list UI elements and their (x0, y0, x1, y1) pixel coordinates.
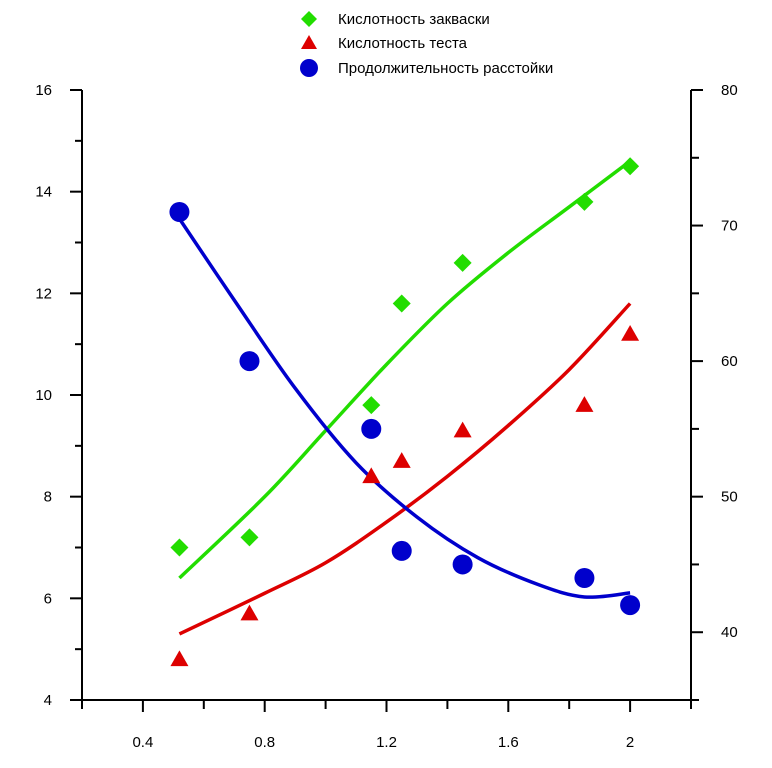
proofing-time-fit-line (177, 217, 631, 599)
legend: Кислотность закваски Кислотность теста Про… (300, 11, 553, 77)
starter-acidity-point (170, 538, 189, 557)
axes: 0.4 0.8 1.2 1.6 2 4 6 8 10 12 14 16 40 50 60 70 80 (35, 82, 737, 751)
proofing-time-point (169, 202, 190, 222)
x-tick-label: 1.6 (498, 734, 519, 751)
proofing-time-legend-label: Продолжительность расстойки (338, 60, 553, 77)
proofing-time-point (361, 418, 382, 439)
y-right-ticks: 40 50 60 70 80 (691, 82, 738, 701)
y-left-tick-label: 10 (35, 387, 52, 404)
y-right-tick-label: 70 (721, 218, 738, 235)
dough-acidity-fit-line (178, 302, 632, 636)
proofing-time-point (574, 568, 595, 588)
dough-acidity-point (240, 604, 259, 621)
y-right-tick-label: 80 (721, 82, 738, 99)
dough-acidity-point (392, 452, 411, 468)
proofing-time-legend-marker (300, 59, 318, 77)
proofing-time-point (452, 554, 473, 575)
dough-acidity-point (453, 421, 472, 438)
y-left-tick-label: 8 (44, 489, 52, 506)
starter-acidity-point (240, 528, 259, 547)
dough-acidity-legend-marker (301, 35, 317, 49)
x-ticks: 0.4 0.8 1.2 1.6 2 (81, 700, 692, 751)
y-left-tick-label: 6 (44, 590, 52, 607)
proofing-time-point (620, 595, 641, 616)
dough-acidity-point (575, 396, 594, 412)
x-tick-label: 1.2 (376, 734, 397, 751)
starter-acidity-point (575, 192, 594, 211)
starter-acidity-fit-line (178, 159, 632, 580)
x-tick-label: 0.8 (254, 734, 275, 751)
x-tick-label: 2 (626, 734, 634, 751)
y-left-tick-label: 16 (35, 82, 52, 99)
starter-acidity-legend-marker (301, 11, 317, 27)
x-tick-label: 0.4 (132, 734, 153, 751)
y-left-tick-label: 4 (44, 692, 52, 709)
proofing-time-point (239, 351, 260, 372)
y-left-tick-label: 12 (35, 285, 52, 302)
y-left-tick-label: 14 (35, 184, 52, 201)
starter-acidity-point (621, 157, 640, 176)
proofing-time-point (391, 540, 412, 561)
y-right-tick-label: 50 (721, 489, 738, 506)
starter-acidity-point (392, 294, 411, 313)
y-left-ticks: 4 6 8 10 12 14 16 (35, 82, 82, 709)
dough-acidity-legend-label: Кислотность теста (338, 35, 468, 52)
starter-acidity-point (453, 253, 472, 272)
y-right-tick-label: 40 (721, 624, 738, 641)
starter-acidity-legend-label: Кислотность закваски (338, 11, 490, 28)
dough-acidity-point (621, 325, 640, 341)
starter-acidity-point (362, 396, 381, 415)
data-points (169, 157, 641, 667)
dough-acidity-point (362, 467, 381, 484)
dough-acidity-point (170, 650, 189, 667)
y-right-tick-label: 60 (721, 353, 738, 370)
fit-curves (177, 159, 632, 636)
